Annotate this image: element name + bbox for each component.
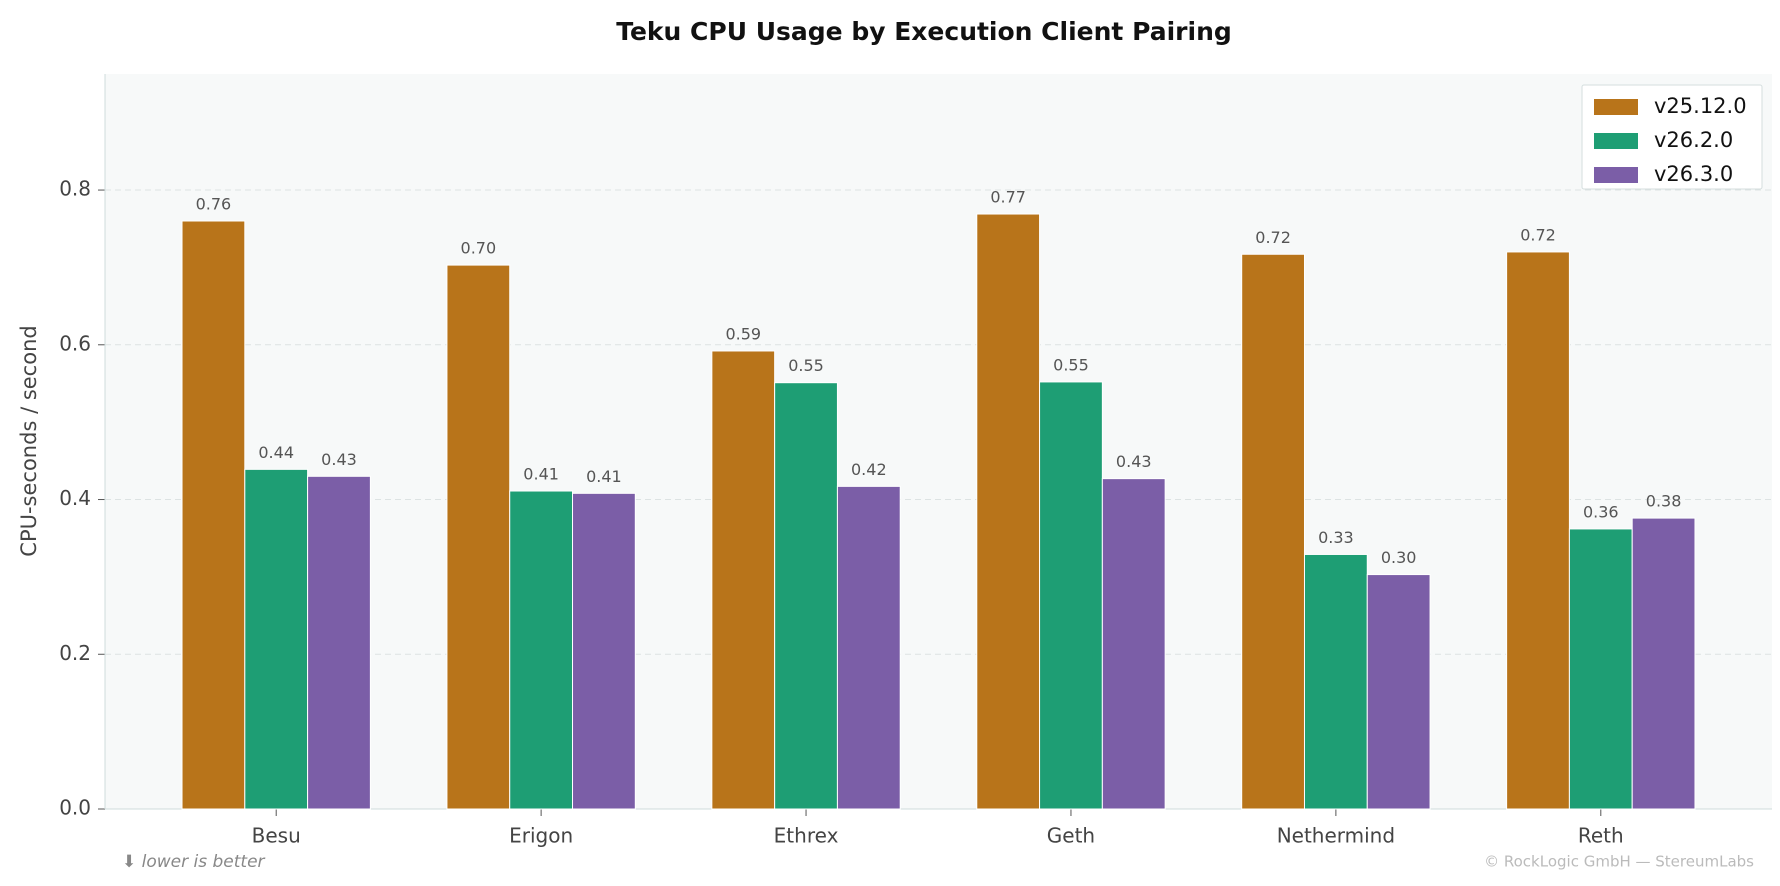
y-axis-label: CPU-seconds / second <box>17 325 41 556</box>
y-tick-label: 0.2 <box>59 641 91 665</box>
bar <box>711 350 776 810</box>
bar <box>446 264 511 810</box>
value-label: 0.70 <box>461 239 497 258</box>
value-label: 0.36 <box>1583 502 1619 521</box>
bar <box>1241 253 1305 810</box>
legend-swatch <box>1594 167 1638 183</box>
bar <box>307 475 371 810</box>
bar <box>244 468 309 810</box>
value-label: 0.42 <box>851 460 887 479</box>
value-label: 0.41 <box>523 465 559 484</box>
legend-label: v25.12.0 <box>1654 94 1747 118</box>
chart-title: Teku CPU Usage by Execution Client Pairi… <box>616 17 1232 46</box>
x-tick-label: Reth <box>1578 824 1624 848</box>
x-tick-label: Ethrex <box>774 824 839 848</box>
value-label: 0.33 <box>1318 528 1354 547</box>
bar <box>1366 574 1431 810</box>
value-label: 0.55 <box>788 356 824 375</box>
bar <box>836 485 901 810</box>
bar <box>1101 478 1166 810</box>
bar <box>1631 517 1696 810</box>
value-label: 0.72 <box>1255 228 1291 247</box>
y-tick-label: 0.4 <box>59 486 91 510</box>
value-label: 0.72 <box>1520 225 1556 244</box>
bar <box>774 382 838 810</box>
bar <box>572 492 636 810</box>
bar <box>1039 381 1103 810</box>
value-label: 0.77 <box>990 188 1026 207</box>
x-tick-label: Nethermind <box>1277 824 1395 848</box>
x-tick-label: Geth <box>1047 824 1095 848</box>
note: ⬇ lower is better <box>122 852 266 872</box>
y-tick-label: 0.8 <box>59 177 91 201</box>
legend-label: v26.2.0 <box>1654 128 1733 152</box>
bar <box>181 220 246 810</box>
value-label: 0.55 <box>1053 355 1089 374</box>
value-label: 0.43 <box>321 450 357 469</box>
value-label: 0.43 <box>1116 452 1152 471</box>
y-tick-label: 0.0 <box>59 796 91 820</box>
bar <box>509 490 574 810</box>
x-tick-label: Besu <box>252 824 301 848</box>
copyright: © RockLogic GmbH — StereumLabs <box>1484 853 1754 871</box>
value-label: 0.76 <box>196 195 232 214</box>
value-label: 0.59 <box>725 324 761 343</box>
value-label: 0.41 <box>586 467 622 486</box>
bar <box>1303 553 1368 810</box>
x-tick-label: Erigon <box>509 824 573 848</box>
value-label: 0.38 <box>1646 492 1682 511</box>
legend-swatch <box>1594 99 1638 115</box>
legend-label: v26.3.0 <box>1654 162 1733 186</box>
value-label: 0.30 <box>1381 548 1417 567</box>
y-tick-label: 0.6 <box>59 331 91 355</box>
bar <box>976 213 1041 810</box>
plot-area <box>105 74 1772 809</box>
legend-swatch <box>1594 133 1638 149</box>
bar <box>1568 528 1633 810</box>
value-label: 0.44 <box>258 443 294 462</box>
bar <box>1506 251 1570 810</box>
